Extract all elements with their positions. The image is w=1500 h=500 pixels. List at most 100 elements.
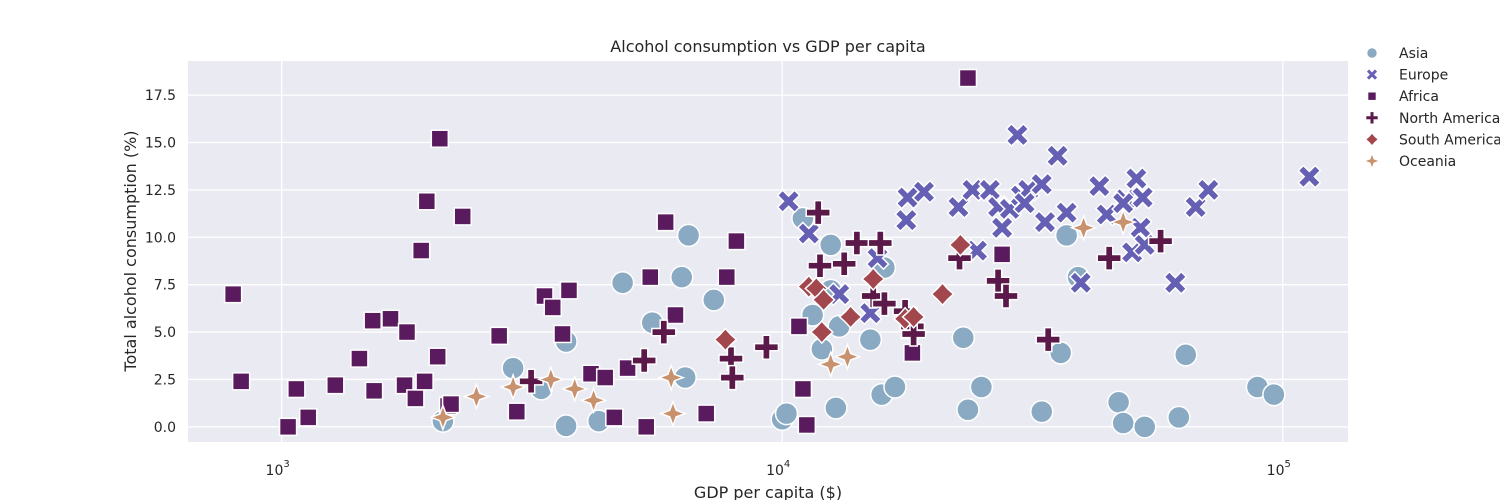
legend: Asia Europe Africa North America South Ameri… xyxy=(1364,46,1500,170)
data-point xyxy=(871,290,898,317)
data-point xyxy=(948,232,973,258)
data-point xyxy=(498,372,528,402)
data-point xyxy=(867,230,894,256)
data-point xyxy=(816,350,845,379)
data-point xyxy=(844,230,870,256)
data-point xyxy=(894,208,919,233)
y-tick-labels: 0.0 2.5 5.0 7.5 10.0 12.5 15.0 17.5 xyxy=(145,88,176,436)
legend-marker xyxy=(1366,68,1378,81)
legend-label: Europe xyxy=(1399,68,1448,84)
data-point xyxy=(824,396,848,420)
data-point xyxy=(702,288,726,312)
series-south-america xyxy=(713,232,973,352)
data-point xyxy=(903,343,922,363)
data-point xyxy=(428,347,447,366)
data-point xyxy=(651,319,677,345)
x-tick-exponent: 5 xyxy=(1284,459,1290,470)
data-point xyxy=(696,404,716,423)
data-point xyxy=(713,327,738,352)
y-tick-label: 10.0 xyxy=(145,230,176,246)
data-point xyxy=(1005,122,1030,148)
data-point xyxy=(543,298,562,317)
data-point xyxy=(1167,405,1191,430)
data-point xyxy=(1068,270,1093,295)
data-point xyxy=(518,368,544,395)
data-point xyxy=(559,281,579,300)
legend-label: Oceania xyxy=(1399,154,1456,170)
x-tick-base: 10 xyxy=(766,463,784,479)
data-point xyxy=(350,349,369,368)
data-point xyxy=(1124,166,1149,191)
data-point xyxy=(1012,191,1037,216)
data-point xyxy=(1045,143,1070,168)
data-point xyxy=(753,334,780,360)
x-tick-base: 10 xyxy=(266,463,284,479)
data-point xyxy=(666,305,685,325)
data-point xyxy=(833,342,862,371)
data-point xyxy=(1032,210,1058,235)
data-point xyxy=(676,223,701,248)
legend-item: Africa xyxy=(1367,89,1439,105)
data-point xyxy=(717,267,737,287)
data-point xyxy=(1130,185,1155,210)
data-point xyxy=(796,221,821,246)
data-point xyxy=(1035,326,1061,353)
data-point xyxy=(969,375,994,399)
data-point xyxy=(641,267,660,287)
data-point xyxy=(1132,415,1157,439)
x-tick-base: 10 xyxy=(1267,463,1285,479)
y-tick-label: 17.5 xyxy=(145,88,176,104)
data-point xyxy=(1029,399,1054,424)
x-tick-label: 104 xyxy=(766,459,790,479)
data-point xyxy=(958,68,978,88)
data-point xyxy=(789,317,809,336)
x-tick-exponent: 3 xyxy=(283,459,289,470)
chart-title: Alcohol consumption vs GDP per capita xyxy=(610,37,925,56)
data-point xyxy=(1087,174,1112,199)
data-point xyxy=(861,266,886,292)
data-point xyxy=(554,414,578,438)
data-point xyxy=(364,381,384,401)
data-point xyxy=(406,389,425,408)
data-point xyxy=(993,283,1019,309)
legend-label: Africa xyxy=(1399,89,1439,105)
data-point xyxy=(992,245,1012,264)
data-point xyxy=(727,231,746,251)
data-point xyxy=(911,179,937,204)
data-point xyxy=(381,309,400,329)
data-point xyxy=(831,251,857,277)
y-tick-label: 12.5 xyxy=(145,183,176,199)
data-point xyxy=(656,212,675,232)
legend-marker xyxy=(1364,153,1380,169)
data-point xyxy=(858,327,883,352)
data-point xyxy=(838,304,863,330)
data-point xyxy=(990,215,1015,240)
data-point xyxy=(860,283,886,309)
data-point xyxy=(1196,177,1221,202)
data-point xyxy=(793,379,813,399)
data-point xyxy=(930,281,955,307)
data-point xyxy=(430,129,450,148)
data-point xyxy=(900,321,927,347)
data-point xyxy=(1054,200,1079,225)
legend-marker xyxy=(1366,47,1378,59)
data-point xyxy=(489,326,509,346)
x-tick-label: 105 xyxy=(1267,459,1291,479)
data-point xyxy=(553,324,572,344)
data-point xyxy=(1183,194,1208,220)
y-tick-label: 15.0 xyxy=(145,136,176,152)
y-tick-label: 2.5 xyxy=(154,372,176,388)
data-point xyxy=(397,322,417,342)
data-point xyxy=(1147,228,1174,254)
data-point xyxy=(1111,411,1135,435)
data-point xyxy=(1109,207,1138,237)
data-point xyxy=(1069,213,1098,242)
legend-label: Asia xyxy=(1399,46,1428,62)
data-point xyxy=(797,415,817,435)
x-tick-label: 103 xyxy=(266,459,290,479)
data-point xyxy=(415,372,434,391)
data-point xyxy=(951,325,976,350)
data-point xyxy=(809,319,834,345)
data-point xyxy=(411,241,431,260)
data-point xyxy=(536,365,566,394)
